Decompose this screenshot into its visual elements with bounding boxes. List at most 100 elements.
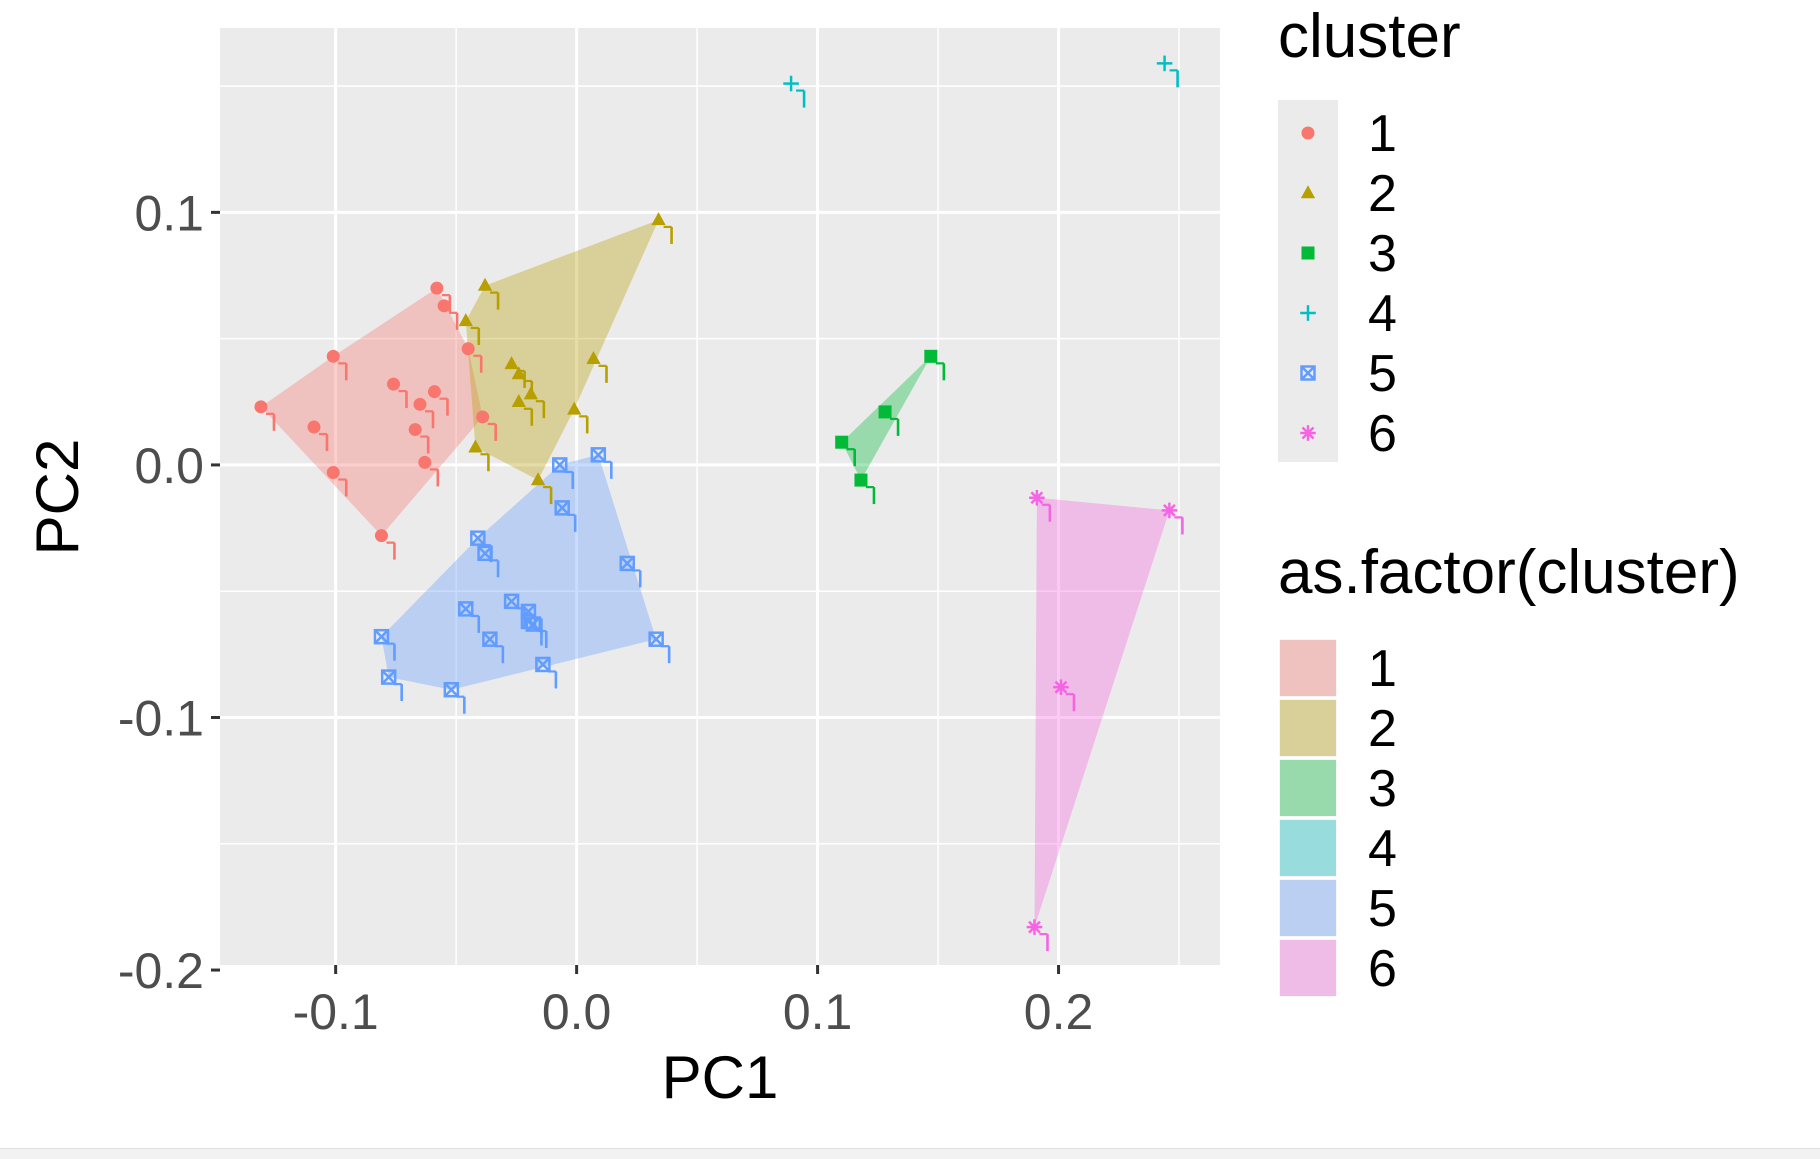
- point-cluster-3: [835, 435, 856, 467]
- legend-key-cluster-1: [1301, 126, 1315, 140]
- point-cluster-3: [924, 349, 946, 381]
- legend-key-fill-3: [1280, 760, 1336, 816]
- point-cluster-1: [307, 420, 329, 452]
- point-cluster-2: [586, 351, 608, 383]
- point-cluster-5: [648, 631, 671, 664]
- legend-label-cluster-3: 3: [1368, 225, 1397, 283]
- point-cluster-1: [476, 410, 497, 441]
- legend-key-background: [1278, 100, 1338, 462]
- y-tick-label: 0.0: [134, 438, 204, 494]
- legend-key-fill-1: [1280, 640, 1336, 696]
- point-cluster-6: [1161, 502, 1184, 535]
- point-cluster-4: [783, 75, 806, 108]
- point-cluster-1: [461, 342, 483, 373]
- cluster-hulls: [261, 219, 1170, 928]
- hull-cluster-2: [465, 219, 659, 481]
- legend-label-fill-5: 5: [1368, 880, 1397, 938]
- x-tick-label: 0.1: [783, 984, 853, 1040]
- point-cluster-5: [554, 500, 577, 532]
- x-tick-label: 0.2: [1024, 984, 1094, 1040]
- y-tick-label: -0.1: [118, 690, 204, 746]
- x-axis: -0.1 0.0 0.1 0.2: [293, 965, 1094, 1040]
- point-cluster-1: [386, 377, 408, 409]
- legend-key-cluster-3: [1301, 246, 1315, 260]
- major-gridlines: [220, 28, 1220, 972]
- y-tick-label: -0.2: [118, 943, 204, 999]
- legend-label-cluster-5: 5: [1368, 345, 1397, 403]
- point-cluster-2: [523, 386, 546, 419]
- legend-key-fill-2: [1280, 700, 1336, 756]
- point-cluster-1: [374, 529, 396, 560]
- y-axis: -0.2 -0.1 0.0 0.1: [118, 185, 220, 999]
- point-cluster-1: [413, 397, 435, 429]
- window-bottom-strip: [0, 1148, 1820, 1159]
- legend-label-fill-6: 6: [1368, 940, 1397, 998]
- x-axis-title: PC1: [662, 1044, 779, 1111]
- point-cluster-2: [458, 313, 481, 345]
- legend-key-fill-4: [1280, 820, 1336, 876]
- point-cluster-1: [437, 299, 459, 330]
- point-cluster-3: [854, 473, 876, 505]
- point-cluster-5: [525, 616, 548, 649]
- legend-key-fill-5: [1280, 880, 1336, 936]
- legend-label-cluster-2: 2: [1368, 165, 1397, 223]
- legend-label-cluster-1: 1: [1368, 105, 1397, 163]
- hull-cluster-1: [261, 288, 483, 536]
- point-cluster-1: [254, 400, 276, 431]
- point-cluster-5: [373, 628, 396, 661]
- point-cluster-1: [418, 455, 440, 487]
- legend-title-cluster: cluster: [1278, 2, 1461, 71]
- point-cluster-2: [530, 472, 553, 505]
- point-cluster-6: [1053, 679, 1076, 712]
- point-cluster-6: [1029, 489, 1052, 522]
- legend-label-fill-4: 4: [1368, 820, 1397, 878]
- legend-key-bg-fill-5: [1276, 876, 1340, 940]
- legend-key-bg-fill-6: [1276, 936, 1340, 1000]
- point-cluster-6: [1026, 919, 1049, 952]
- y-axis-title: PC2: [24, 439, 91, 556]
- legend-label-cluster-6: 6: [1368, 405, 1397, 463]
- point-cluster-1: [326, 349, 348, 381]
- x-tick-label: 0.0: [542, 984, 612, 1040]
- point-cluster-5: [458, 601, 481, 633]
- legend-key-cluster-2: [1300, 185, 1316, 199]
- legend-label-fill-3: 3: [1368, 760, 1397, 818]
- legend-key-bg-fill-2: [1276, 696, 1340, 760]
- point-cluster-5: [619, 555, 642, 588]
- legend-key-bg-fill-4: [1276, 816, 1340, 880]
- point-cluster-1: [427, 385, 449, 416]
- hull-cluster-5: [381, 454, 657, 690]
- point-cluster-1: [326, 466, 348, 497]
- point-cluster-5: [477, 545, 500, 578]
- legend-key-cluster-5: [1300, 365, 1316, 381]
- point-cluster-1: [408, 423, 430, 454]
- legend-label-fill-1: 1: [1368, 640, 1397, 698]
- point-cluster-5: [552, 457, 575, 489]
- x-tick-label: -0.1: [293, 984, 379, 1040]
- legend-title-as-factor-cluster: as.factor(cluster): [1278, 538, 1740, 607]
- legend-label-fill-2: 2: [1368, 700, 1397, 758]
- point-cluster-2: [651, 212, 673, 244]
- point-cluster-5: [535, 656, 558, 689]
- legend-key-cluster-6: [1300, 425, 1316, 441]
- point-cluster-4: [1156, 55, 1179, 88]
- point-cluster-5: [590, 447, 613, 479]
- point-cluster-2: [567, 401, 589, 434]
- point-cluster-2: [511, 393, 534, 426]
- point-cluster-2: [477, 277, 500, 310]
- legend-key-bg-fill-1: [1276, 636, 1340, 700]
- point-cluster-5: [380, 669, 403, 702]
- y-tick-label: 0.1: [134, 185, 204, 241]
- legend-key-cluster-4: [1300, 305, 1316, 321]
- plot-panel: [220, 28, 1220, 965]
- hull-cluster-6: [1034, 497, 1170, 928]
- point-cluster-5: [482, 631, 505, 664]
- point-cluster-5: [443, 681, 466, 714]
- legend-key-fill-6: [1280, 940, 1336, 996]
- point-cluster-3: [878, 405, 900, 436]
- legend-label-cluster-4: 4: [1368, 285, 1397, 343]
- data-points: [254, 55, 1184, 952]
